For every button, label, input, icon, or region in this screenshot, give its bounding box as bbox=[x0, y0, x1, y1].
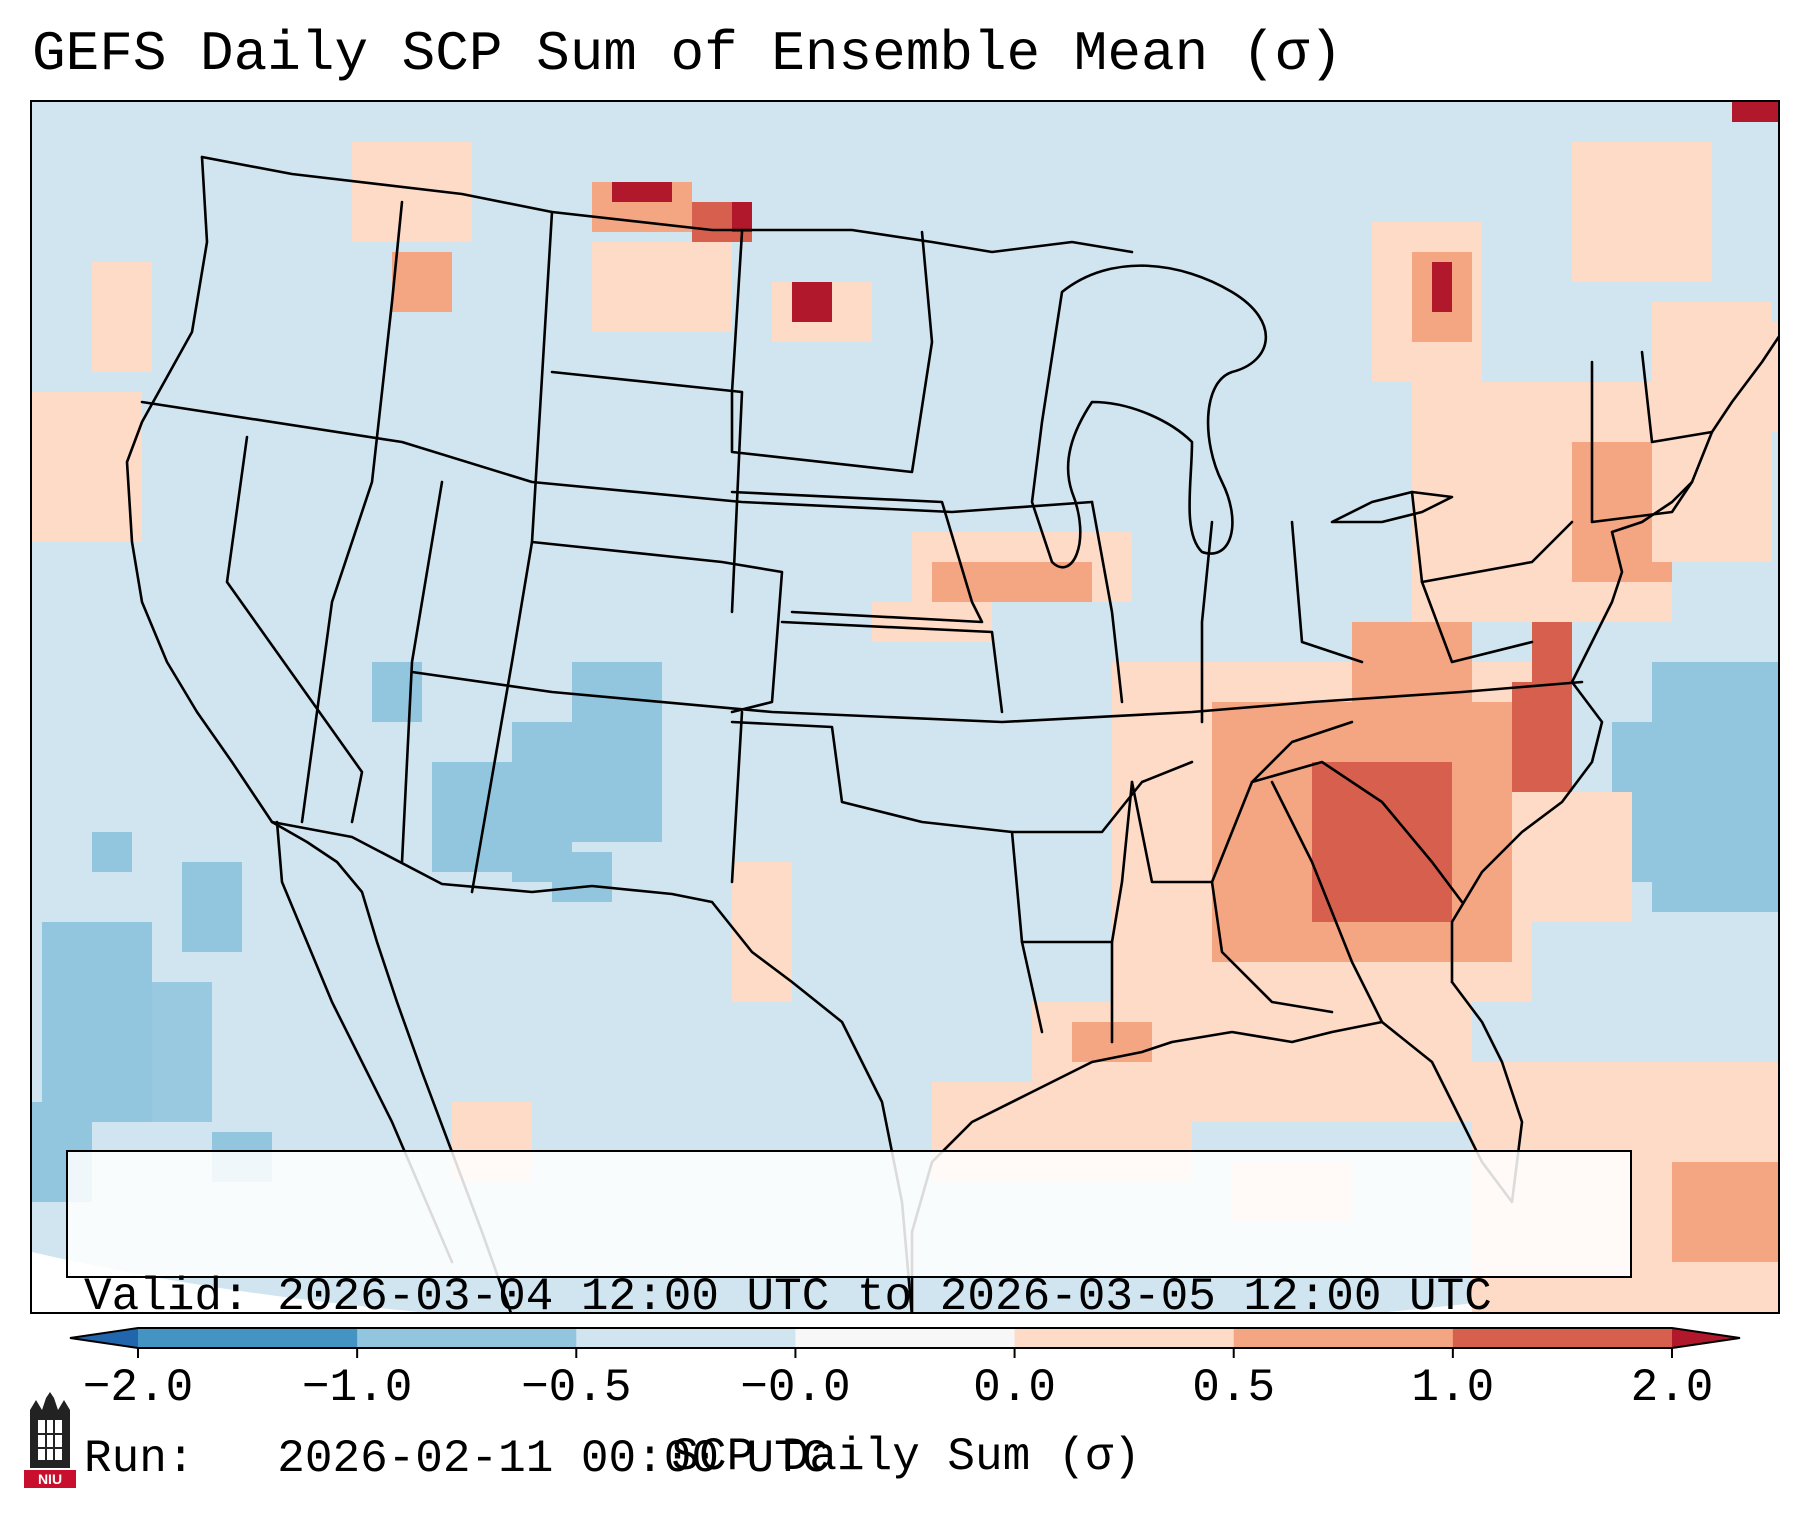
colorbar-bin bbox=[138, 1328, 358, 1348]
niu-logo: NIU bbox=[24, 1392, 76, 1488]
state-line bbox=[730, 710, 744, 884]
colorbar-bin bbox=[795, 1328, 1016, 1348]
state-line bbox=[550, 370, 744, 614]
positive-anomaly-cell bbox=[392, 252, 452, 312]
state-line bbox=[530, 540, 784, 714]
colorbar-tick-label: 0.5 bbox=[1192, 1362, 1276, 1414]
colorbar-tick-label: 2.0 bbox=[1630, 1362, 1714, 1414]
colorbar-bin bbox=[576, 1328, 796, 1348]
colorbar-ticks bbox=[137, 1348, 1673, 1358]
state-line bbox=[1640, 350, 1714, 444]
positive-anomaly-cell bbox=[1672, 1162, 1778, 1262]
colorbar-extend-low bbox=[70, 1328, 138, 1348]
state-line bbox=[1420, 580, 1534, 664]
negative-anomaly-cell bbox=[552, 852, 612, 902]
valid-label: Valid: bbox=[84, 1271, 250, 1323]
state-line bbox=[1210, 880, 1334, 1014]
state-line bbox=[780, 620, 1004, 714]
colorbar-tick-label: −0.0 bbox=[740, 1362, 851, 1414]
state-line bbox=[1250, 760, 1464, 904]
colorbar-bin bbox=[1014, 1328, 1235, 1348]
negative-anomaly-cell bbox=[372, 662, 422, 722]
positive-anomaly-cell bbox=[92, 262, 152, 372]
map-panel bbox=[30, 100, 1780, 1314]
state-line bbox=[1020, 780, 1134, 944]
colorbar-tick-label: −2.0 bbox=[82, 1362, 194, 1414]
chart-title: GEFS Daily SCP Sum of Ensemble Mean (σ) bbox=[32, 22, 1343, 86]
strong-anomaly-cell bbox=[732, 202, 752, 232]
valid-line: Valid: 2026-03-04 12:00 UTC to 2026-03-0… bbox=[84, 1270, 1630, 1324]
logo-text: NIU bbox=[38, 1471, 62, 1487]
positive-anomaly-cell bbox=[1532, 622, 1572, 682]
state-line bbox=[730, 490, 984, 624]
positive-anomaly-cell bbox=[32, 392, 142, 542]
positive-anomaly-cell bbox=[1352, 622, 1472, 742]
positive-anomaly-cell bbox=[1572, 142, 1712, 282]
positive-anomaly-cell bbox=[932, 562, 1092, 602]
positive-anomaly-cell bbox=[1512, 682, 1572, 792]
negative-anomaly-cell bbox=[92, 832, 132, 872]
state-line bbox=[1200, 520, 1214, 724]
strong-anomaly-cell bbox=[1732, 102, 1778, 122]
state-line bbox=[1090, 500, 1124, 704]
colorbar-tick-label: 1.0 bbox=[1411, 1362, 1495, 1414]
state-line bbox=[730, 230, 934, 474]
negative-anomaly-cell bbox=[1652, 662, 1778, 912]
state-line bbox=[470, 210, 554, 894]
gulf-coastline bbox=[910, 980, 1524, 1312]
valid-value: 2026-03-04 12:00 UTC to 2026-03-05 12:00… bbox=[277, 1271, 1492, 1323]
lake-erie-outline bbox=[1330, 490, 1454, 524]
positive-anomaly-cell bbox=[1312, 762, 1452, 922]
strong-anomaly-cell bbox=[1432, 262, 1452, 312]
colorbar-label: SCP Daily Sum (σ) bbox=[671, 1431, 1141, 1483]
logo-window-icon bbox=[38, 1420, 62, 1460]
strong-anomaly-cell bbox=[612, 182, 672, 202]
strong-anomaly-cell bbox=[792, 282, 832, 322]
state-line bbox=[300, 200, 404, 824]
state-line bbox=[140, 400, 1094, 514]
state-line bbox=[1590, 360, 1694, 524]
state-line bbox=[1270, 780, 1384, 1024]
state-line bbox=[225, 435, 364, 824]
map-canvas bbox=[32, 102, 1778, 1312]
positive-anomaly-cell bbox=[732, 862, 792, 1002]
positive-anomaly-cell bbox=[1512, 792, 1632, 922]
run-label: Run: bbox=[84, 1433, 195, 1485]
negative-anomaly-cell bbox=[432, 762, 512, 872]
negative-anomaly-cell bbox=[182, 862, 242, 952]
colorbar-extend-high bbox=[1672, 1328, 1740, 1348]
state-line bbox=[1010, 760, 1194, 834]
colorbar-bins bbox=[69, 1327, 1741, 1349]
geographic-boundaries bbox=[125, 155, 1778, 1312]
great-lakes-outline bbox=[1030, 264, 1268, 569]
negative-anomaly-cell bbox=[152, 982, 212, 1122]
colorbar-bin bbox=[1452, 1328, 1673, 1348]
colorbar bbox=[69, 1327, 1741, 1358]
run-line: Run: 2026-02-11 00:00 UTC bbox=[84, 1432, 1630, 1486]
us-mexico-border bbox=[270, 820, 913, 1312]
run-value: 2026-02-11 00:00 UTC bbox=[277, 1433, 830, 1485]
colorbar-tick-label: 0.0 bbox=[973, 1362, 1056, 1414]
state-line bbox=[410, 670, 1584, 724]
colorbar-bin bbox=[357, 1328, 577, 1348]
us-west-coastline bbox=[125, 155, 512, 1312]
state-line bbox=[1410, 490, 1574, 584]
us-canada-border bbox=[200, 155, 1134, 254]
state-line bbox=[1130, 720, 1354, 884]
state-line bbox=[400, 480, 444, 864]
colorbar-tick-label: −1.0 bbox=[301, 1362, 413, 1414]
state-line bbox=[1290, 520, 1364, 664]
colorbar-bin bbox=[1233, 1328, 1454, 1348]
valid-time-box: Valid: 2026-03-04 12:00 UTC to 2026-03-0… bbox=[66, 1150, 1632, 1485]
logo-banner bbox=[24, 1470, 76, 1488]
colorbar-tick-label: −0.5 bbox=[521, 1362, 632, 1414]
negative-anomaly-cell bbox=[42, 922, 152, 1122]
positive-anomaly-cell bbox=[592, 242, 732, 332]
negative-anomaly-cell bbox=[572, 662, 662, 842]
